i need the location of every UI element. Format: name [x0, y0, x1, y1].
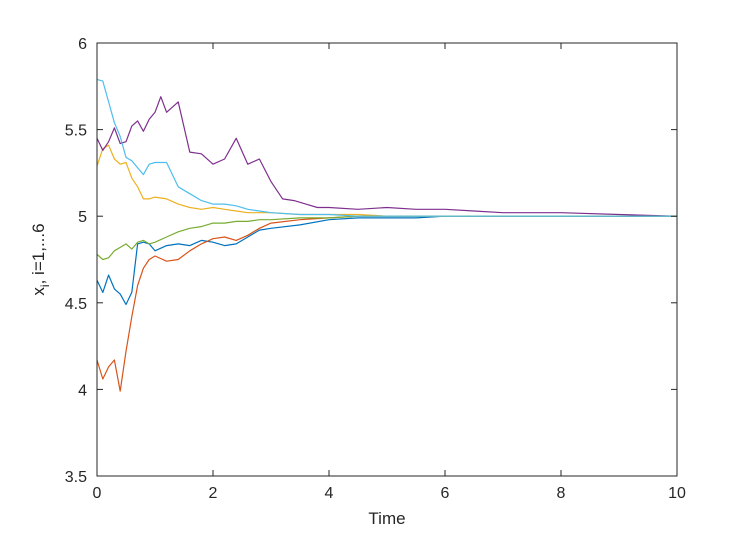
y-tick-label: 5	[78, 209, 87, 226]
y-axis-label: xi, i=1,...6	[29, 223, 52, 295]
y-tick-label: 3.5	[65, 469, 87, 486]
x-axis-label: Time	[368, 509, 405, 528]
x-tick-label: 0	[93, 485, 102, 502]
y-tick-label: 4.5	[65, 296, 87, 313]
y-tick-label: 5.5	[65, 123, 87, 140]
series-line-6	[96, 78, 677, 217]
series-line-4	[96, 96, 678, 217]
series-layer	[96, 78, 678, 392]
x-tick-label: 10	[668, 485, 686, 502]
x-tick-label: 4	[325, 485, 334, 502]
x-tick-label: 2	[209, 485, 218, 502]
series-line-1	[96, 215, 677, 306]
y-tick-label: 6	[78, 36, 87, 53]
plot-area-frame	[96, 42, 678, 477]
y-tick-label: 4	[78, 382, 87, 399]
x-tick-label: 6	[441, 485, 450, 502]
ticks-layer: 0 2 4 6 8 10 3.5 4 4.5 5 5.5 6	[65, 36, 686, 502]
x-tick-label: 8	[557, 485, 566, 502]
y-axis-label-subscript: i	[38, 284, 52, 287]
y-axis-label-rest: , i=1,...6	[29, 223, 48, 284]
y-axis-label-main: x	[29, 287, 48, 296]
